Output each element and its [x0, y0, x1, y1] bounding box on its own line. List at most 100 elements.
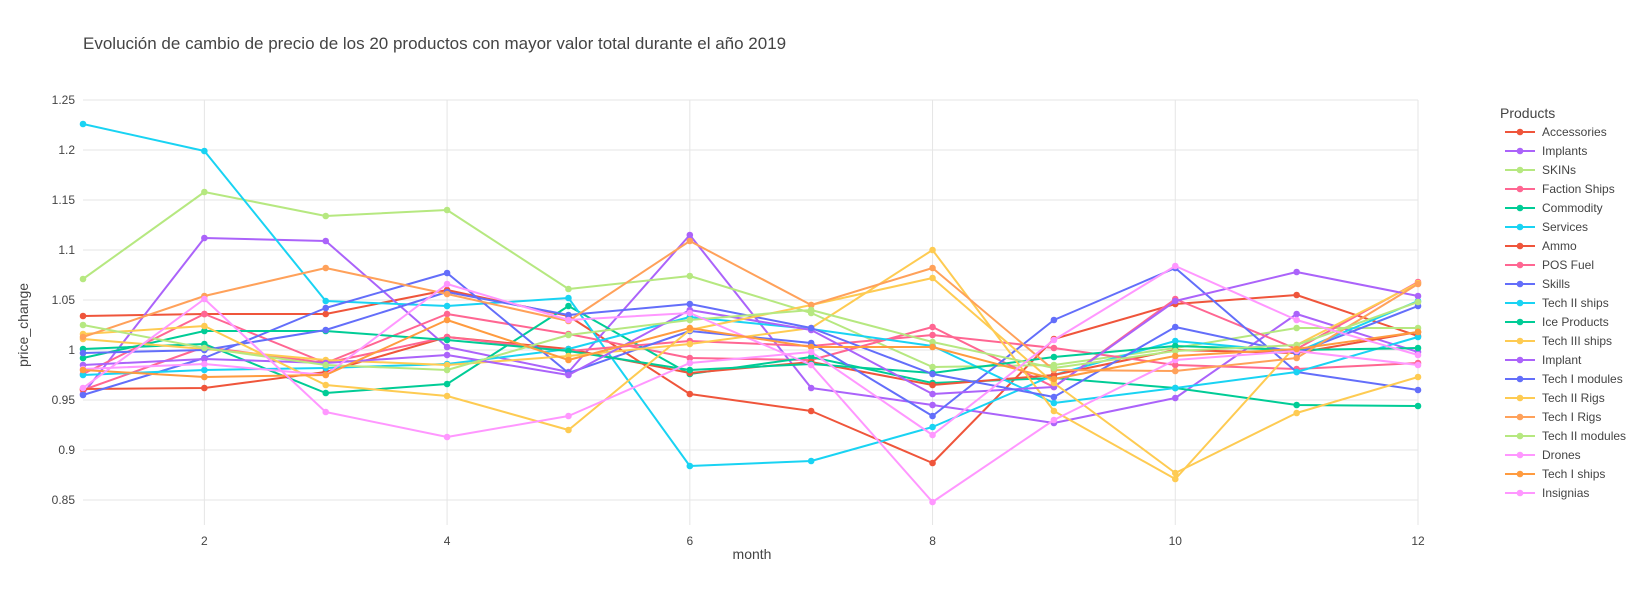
data-point [1293, 401, 1300, 409]
series-line [82, 319, 1419, 380]
legend-item[interactable]: Faction Ships [1505, 182, 1615, 196]
legend-swatch-marker [1516, 318, 1524, 326]
data-point [322, 361, 330, 369]
x-tick-label: 10 [1169, 534, 1183, 548]
data-point [929, 331, 936, 339]
y-tick-label: 0.9 [58, 443, 75, 457]
legend-label: Skills [1542, 277, 1570, 291]
legend-label: Services [1542, 220, 1588, 234]
legend-swatch-marker [1516, 261, 1524, 269]
legend-item[interactable]: SKINs [1505, 163, 1576, 177]
legend-item[interactable]: POS Fuel [1505, 258, 1594, 272]
data-point [443, 269, 451, 277]
legend-swatch-marker [1516, 128, 1524, 136]
data-point [322, 264, 330, 272]
data-point [1293, 310, 1300, 318]
legend-item[interactable]: Tech I modules [1505, 372, 1623, 386]
series-insignias [79, 262, 1422, 441]
data-point [1171, 323, 1179, 331]
data-point [929, 338, 936, 346]
data-point [929, 246, 936, 254]
legend-label: Ammo [1542, 239, 1577, 253]
data-point [565, 371, 572, 379]
data-point [929, 370, 936, 378]
data-point [1171, 367, 1179, 375]
data-point [686, 366, 694, 374]
legend-item[interactable]: Services [1505, 220, 1588, 234]
data-point [686, 309, 694, 317]
data-point [1414, 328, 1422, 336]
data-point [443, 336, 451, 344]
legend-item[interactable]: Ammo [1505, 239, 1577, 253]
legend-item[interactable]: Tech II Rigs [1505, 391, 1605, 405]
x-tick-labels: 2 4 6 8 10 12 [201, 534, 1425, 548]
series-line [82, 316, 1419, 404]
y-tick-label: 0.95 [52, 393, 76, 407]
data-point [1414, 402, 1422, 410]
data-point [201, 234, 208, 242]
y-tick-label: 1 [68, 343, 75, 357]
data-point [79, 349, 87, 357]
data-point [929, 264, 936, 272]
data-point [807, 361, 815, 369]
data-point [565, 294, 572, 302]
data-point [201, 322, 208, 330]
data-point [929, 343, 936, 351]
data-point [201, 327, 208, 335]
data-point [929, 412, 936, 420]
legend-item[interactable]: Tech II modules [1505, 429, 1626, 443]
legend-item[interactable]: Tech III ships [1505, 334, 1612, 348]
series-tech-i-ships [79, 316, 1422, 383]
data-point [1050, 344, 1058, 352]
data-point [1414, 373, 1422, 381]
legend-item[interactable]: Commodity [1505, 201, 1603, 215]
legend-swatch-marker [1516, 223, 1524, 231]
y-tick-label: 1.2 [58, 143, 75, 157]
legend-label: Tech II ships [1542, 296, 1609, 310]
data-point [565, 356, 572, 364]
data-point [443, 361, 451, 369]
legend-item[interactable]: Implant [1505, 353, 1582, 367]
legend-item[interactable]: Implants [1505, 144, 1587, 158]
y-tick-label: 1.15 [52, 193, 76, 207]
legend-item[interactable]: Tech I Rigs [1505, 410, 1601, 424]
data-point [79, 366, 87, 374]
legend-item[interactable]: Tech I ships [1505, 467, 1605, 481]
series-layer [79, 120, 1422, 506]
y-tick-labels: 0.85 0.9 0.95 1 1.05 1.1 1.15 1.2 1.25 [52, 93, 76, 507]
legend-item[interactable]: Tech II ships [1505, 296, 1609, 310]
data-point [929, 363, 936, 371]
series-line [82, 283, 1419, 503]
data-point [686, 272, 694, 280]
series-line [82, 240, 1419, 372]
legend-swatch-marker [1516, 470, 1524, 478]
legend-item[interactable]: Drones [1505, 448, 1581, 462]
legend-item[interactable]: Ice Products [1505, 315, 1609, 329]
legend-swatch-marker [1516, 185, 1524, 193]
data-point [322, 408, 330, 416]
series-skills [79, 264, 1422, 420]
data-point [686, 324, 694, 332]
data-point [565, 347, 572, 355]
data-point [443, 380, 451, 388]
data-point [1171, 361, 1179, 369]
data-point [807, 301, 815, 309]
legend-swatch-marker [1516, 337, 1524, 345]
data-point [1171, 394, 1179, 402]
data-point [565, 311, 572, 319]
x-tick-label: 2 [201, 534, 208, 548]
data-point [686, 231, 694, 239]
data-point [1293, 354, 1300, 362]
legend-item[interactable]: Insignias [1505, 486, 1589, 500]
legend-swatch-marker [1516, 489, 1524, 497]
legend-item[interactable]: Skills [1505, 277, 1570, 291]
data-point [1414, 386, 1422, 394]
data-point [686, 354, 694, 362]
data-point [1414, 344, 1422, 352]
data-point [322, 310, 330, 318]
data-point [565, 331, 572, 339]
data-point [322, 304, 330, 312]
legend-item[interactable]: Accessories [1505, 125, 1607, 139]
data-point [1171, 262, 1179, 270]
series-line [82, 265, 1419, 438]
